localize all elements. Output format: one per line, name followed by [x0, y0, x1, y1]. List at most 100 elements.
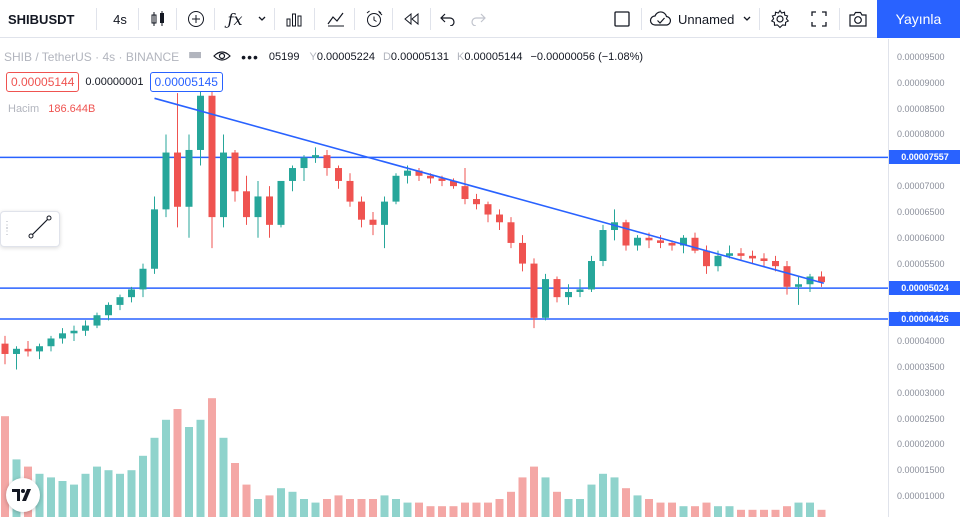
candle-body: [806, 276, 814, 285]
volume-bar: [541, 477, 550, 517]
more-icon[interactable]: •••: [241, 49, 259, 65]
sell-price-button[interactable]: 0.00005144: [6, 72, 80, 92]
replay-button[interactable]: [396, 0, 428, 38]
chevron-down-icon: [743, 16, 751, 21]
price-chart[interactable]: [0, 39, 888, 517]
candle-body: [680, 237, 687, 246]
volume-bar: [127, 470, 136, 517]
cloud-check-icon: [649, 11, 672, 26]
volume-bar: [369, 499, 377, 517]
candle-body: [335, 168, 342, 181]
undo-button[interactable]: [434, 0, 462, 38]
volume-bar: [392, 499, 400, 517]
candle-body: [369, 219, 377, 225]
tradingview-logo[interactable]: [6, 478, 40, 512]
close-value: 0.00005144: [464, 51, 523, 63]
trade-buttons: 0.00005144 0.00000001 0.00005145: [6, 72, 223, 92]
candle-body: [622, 222, 630, 246]
trend-line-tool-icon[interactable]: [27, 214, 53, 245]
volume-bar: [415, 502, 423, 517]
candle-body: [13, 348, 20, 354]
volume-bar: [564, 499, 573, 517]
volume-bar: [748, 509, 757, 517]
candle-body: [116, 297, 124, 305]
undo-icon: [440, 13, 455, 26]
volume-bar: [47, 477, 55, 517]
candle-body: [105, 304, 112, 316]
symbol-search-button[interactable]: SHIBUSDT: [0, 0, 92, 38]
volume-bar: [610, 477, 619, 517]
volume-bar: [323, 499, 331, 517]
save-layout-button[interactable]: Unnamed: [645, 0, 757, 38]
rewind-icon: [404, 12, 419, 26]
financials-button[interactable]: [278, 0, 310, 38]
candle-body: [645, 237, 653, 241]
level-price-label: 0.00007557: [889, 150, 960, 165]
candle-body: [277, 180, 285, 225]
indicators-button[interactable]: ƒx: [220, 0, 250, 38]
interval-button[interactable]: 4s: [103, 0, 137, 38]
volume-bar: [449, 506, 458, 517]
plus-circle-icon: [188, 11, 204, 27]
candle-body: [139, 268, 147, 290]
chart-type-button[interactable]: [142, 0, 174, 38]
candle-body: [300, 157, 308, 169]
volume-bar: [139, 455, 147, 517]
candle-body: [714, 255, 722, 267]
volume-bar: [725, 506, 734, 517]
volume-bar: [794, 502, 803, 517]
candle-body: [174, 152, 181, 207]
compare-button[interactable]: [180, 0, 212, 38]
candle-body: [1, 343, 9, 354]
close-key: K: [457, 51, 465, 63]
volume-bar: [806, 502, 814, 517]
redo-button[interactable]: [464, 0, 492, 38]
candle-body: [47, 338, 55, 347]
buy-price-button[interactable]: 0.00005145: [149, 72, 223, 92]
volume-bar: [587, 484, 596, 517]
price-tick-label: 0.00001500: [897, 465, 945, 476]
flag-icon[interactable]: [189, 51, 202, 63]
candle-body: [703, 250, 710, 267]
drag-handle-icon[interactable]: ⋮ ⋮: [2, 220, 12, 237]
interval-label: 4s: [113, 11, 127, 27]
fullscreen-button[interactable]: [803, 0, 835, 38]
volume-bar: [185, 427, 193, 517]
price-axis[interactable]: 0.00009500 0.00009000 0.00008500 0.00008000…: [888, 39, 960, 517]
layout-select-button[interactable]: [607, 0, 637, 38]
screenshot-button[interactable]: [842, 0, 874, 38]
alert-button[interactable]: [358, 0, 390, 38]
indicators-dropdown[interactable]: [252, 0, 272, 38]
candle-body: [404, 170, 411, 176]
candle-body: [726, 253, 733, 256]
high-value: 0.00005224: [316, 51, 375, 63]
candle-body: [737, 253, 745, 256]
fullscreen-icon: [811, 11, 827, 27]
candle-body: [197, 95, 204, 150]
volume-bar: [518, 477, 527, 517]
volume-bar: [530, 466, 538, 517]
candle-body: [795, 284, 802, 287]
candle-body: [254, 196, 262, 218]
volume-bar: [679, 506, 688, 517]
volume-bar: [472, 502, 481, 517]
toolbar-divider: [96, 8, 97, 30]
price-tick-label: 0.00009000: [897, 77, 945, 88]
candle-body: [70, 330, 78, 334]
publish-label: Yayınla: [895, 11, 942, 27]
price-tick-label: 0.00002500: [897, 413, 945, 424]
toolbar-divider: [138, 8, 139, 30]
toolbar-divider: [176, 8, 177, 30]
settings-button[interactable]: [764, 0, 796, 38]
candle-body: [312, 155, 319, 158]
candle-body: [496, 214, 503, 223]
candle-body: [128, 289, 135, 298]
chart-pane[interactable]: [0, 39, 888, 517]
publish-button[interactable]: Yayınla: [877, 0, 960, 38]
templates-button[interactable]: [320, 0, 352, 38]
eye-icon[interactable]: [213, 50, 232, 65]
toolbar-divider: [839, 8, 840, 30]
low-key: D: [382, 51, 391, 63]
volume-bar: [668, 502, 676, 517]
volume-bar: [760, 509, 768, 517]
